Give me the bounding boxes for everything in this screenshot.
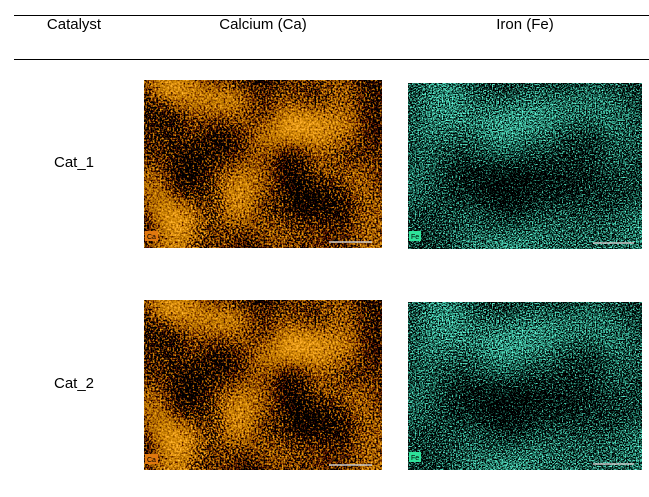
header-cell: Calcium (Ca) [219, 16, 307, 33]
header-rule [14, 59, 649, 60]
ca-map: Ca [144, 300, 382, 470]
element-tag: Ca [147, 457, 156, 464]
header-cell: Catalyst [46, 16, 102, 33]
element-tag: Fe [411, 234, 419, 241]
fe-map: Fe [408, 83, 642, 249]
element-tag: Ca [147, 234, 156, 241]
catalyst-label: Cat_2 [53, 375, 95, 392]
fe-map: Fe [408, 302, 642, 470]
ca-map: Ca [144, 80, 382, 248]
element-tag: Fe [411, 455, 419, 462]
catalyst-label: Cat_1 [53, 154, 95, 171]
header-cell: Iron (Fe) [496, 16, 554, 33]
top-rule [14, 15, 649, 16]
